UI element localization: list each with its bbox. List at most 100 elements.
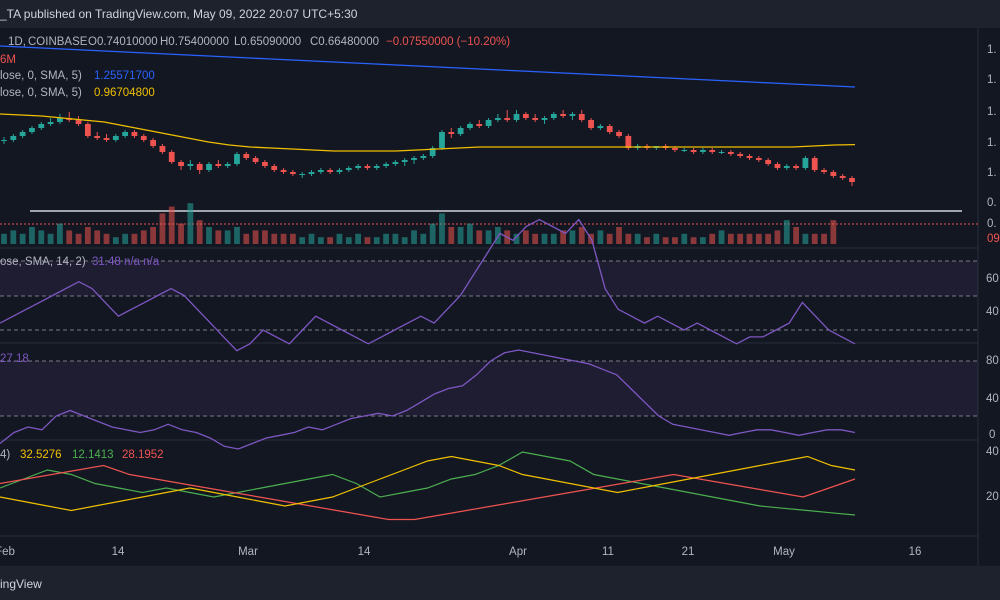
candle-body: [150, 140, 156, 146]
candle-body: [252, 158, 259, 162]
volume-bar: [1, 233, 7, 244]
volume-bar: [793, 227, 799, 244]
volume-bar: [560, 230, 567, 244]
candle-body: [234, 154, 240, 164]
candle-body: [476, 124, 483, 126]
volume-bar: [662, 237, 669, 244]
candle-body: [187, 164, 194, 166]
candle-body: [10, 136, 17, 140]
price-axis-label: 1.: [987, 167, 997, 179]
x-axis: Feb 14 Mar 14 Apr 11 21 May 16: [0, 546, 921, 558]
candle-body: [94, 136, 101, 138]
candle-body: [495, 118, 501, 120]
rsi-band: [0, 261, 978, 296]
volume-bar: [476, 230, 483, 244]
volume-bar: [262, 230, 268, 244]
volume-bar: [653, 233, 660, 244]
volume-bar: [187, 203, 194, 244]
volume-bar: [830, 220, 837, 244]
candle-body: [392, 162, 399, 164]
volume-bar: [75, 233, 82, 244]
candle-body: [420, 156, 427, 158]
volume-bar: [373, 237, 380, 244]
volume-bar: [159, 213, 166, 244]
rsi-axis-label: 60: [986, 273, 999, 285]
legend-close: C0.66480000: [310, 36, 380, 48]
candle-body: [532, 118, 539, 120]
dmi-label: 4): [0, 449, 11, 461]
volume-bar: [811, 233, 818, 244]
volume-bar: [765, 233, 772, 244]
volume-bar: [178, 223, 184, 244]
candle-body: [178, 162, 184, 166]
volume-bar: [271, 233, 278, 244]
x-axis-tick-label: 16: [909, 546, 922, 558]
rsi-value: 31.48 n/a n/a: [92, 256, 160, 268]
volume-bar: [485, 230, 492, 244]
candle-body: [336, 170, 343, 172]
x-axis-tick-label: 14: [112, 546, 125, 558]
candle-body: [401, 160, 408, 162]
legend-open: O0.74010000: [88, 36, 158, 48]
candle-body: [839, 176, 846, 178]
volume-bar: [411, 230, 417, 244]
volume-bar: [66, 230, 73, 244]
volume-bar: [783, 220, 790, 244]
candle-body: [448, 132, 455, 134]
volume-bar: [327, 237, 334, 244]
sma-short-value: 0.96704800: [94, 87, 155, 99]
candle-body: [280, 170, 287, 172]
candle-body: [383, 164, 389, 166]
stoch-value: 27.18: [0, 353, 29, 365]
chart-background: [0, 28, 1000, 566]
volume-bar: [317, 237, 324, 244]
candle-body: [504, 118, 511, 120]
volume-bar: [112, 237, 119, 244]
candle-body: [1, 140, 7, 141]
candle-body: [597, 126, 604, 128]
volume-bar: [597, 230, 604, 244]
candle-body: [588, 120, 594, 128]
legend-low: L0.65090000: [234, 36, 302, 48]
candle-body: [616, 132, 622, 136]
volume-bar: [727, 233, 734, 244]
volume-bar: [47, 233, 54, 244]
volume-bar: [401, 237, 408, 244]
price-axis-label: 0.: [987, 218, 997, 230]
candle-body: [606, 126, 613, 132]
candle-body: [765, 160, 772, 164]
volume-bar: [718, 230, 725, 244]
volume-bar: [457, 227, 464, 244]
x-axis-tick-label: 21: [682, 546, 695, 558]
volume-bar: [280, 233, 287, 244]
candle-body: [168, 152, 175, 162]
candle-body: [700, 150, 706, 152]
sma-short-line: [0, 113, 856, 152]
volume-bar: [224, 230, 231, 244]
candle-body: [485, 120, 492, 126]
price-axis-label: 1.: [987, 137, 997, 149]
candle-body: [317, 170, 324, 172]
volume-bar: [550, 233, 557, 244]
candle-body: [439, 132, 445, 148]
volume-bar: [215, 230, 222, 244]
volume-bar: [19, 233, 26, 244]
volume-bar: [355, 233, 361, 244]
chart[interactable]: Feb 14 Mar 14 Apr 11 21 May 16: [0, 28, 1000, 566]
volume-bar: [29, 227, 35, 244]
volume-bar: [774, 230, 781, 244]
candle-body: [429, 148, 436, 156]
candle-body: [467, 124, 473, 128]
dmi-adx-line: [0, 455, 856, 512]
legend-high: H0.75400000: [160, 36, 230, 48]
volume-bar: [802, 233, 809, 244]
candle-body: [672, 148, 678, 150]
candle-body: [206, 164, 212, 170]
candle-body: [681, 150, 688, 151]
volume-bar: [392, 233, 399, 244]
published-text: _TA published on TradingView.com, May 09…: [0, 7, 358, 21]
candle-body: [783, 166, 790, 168]
candle-body: [550, 114, 557, 118]
candle-body: [746, 156, 753, 158]
volume-bar: [103, 233, 110, 244]
